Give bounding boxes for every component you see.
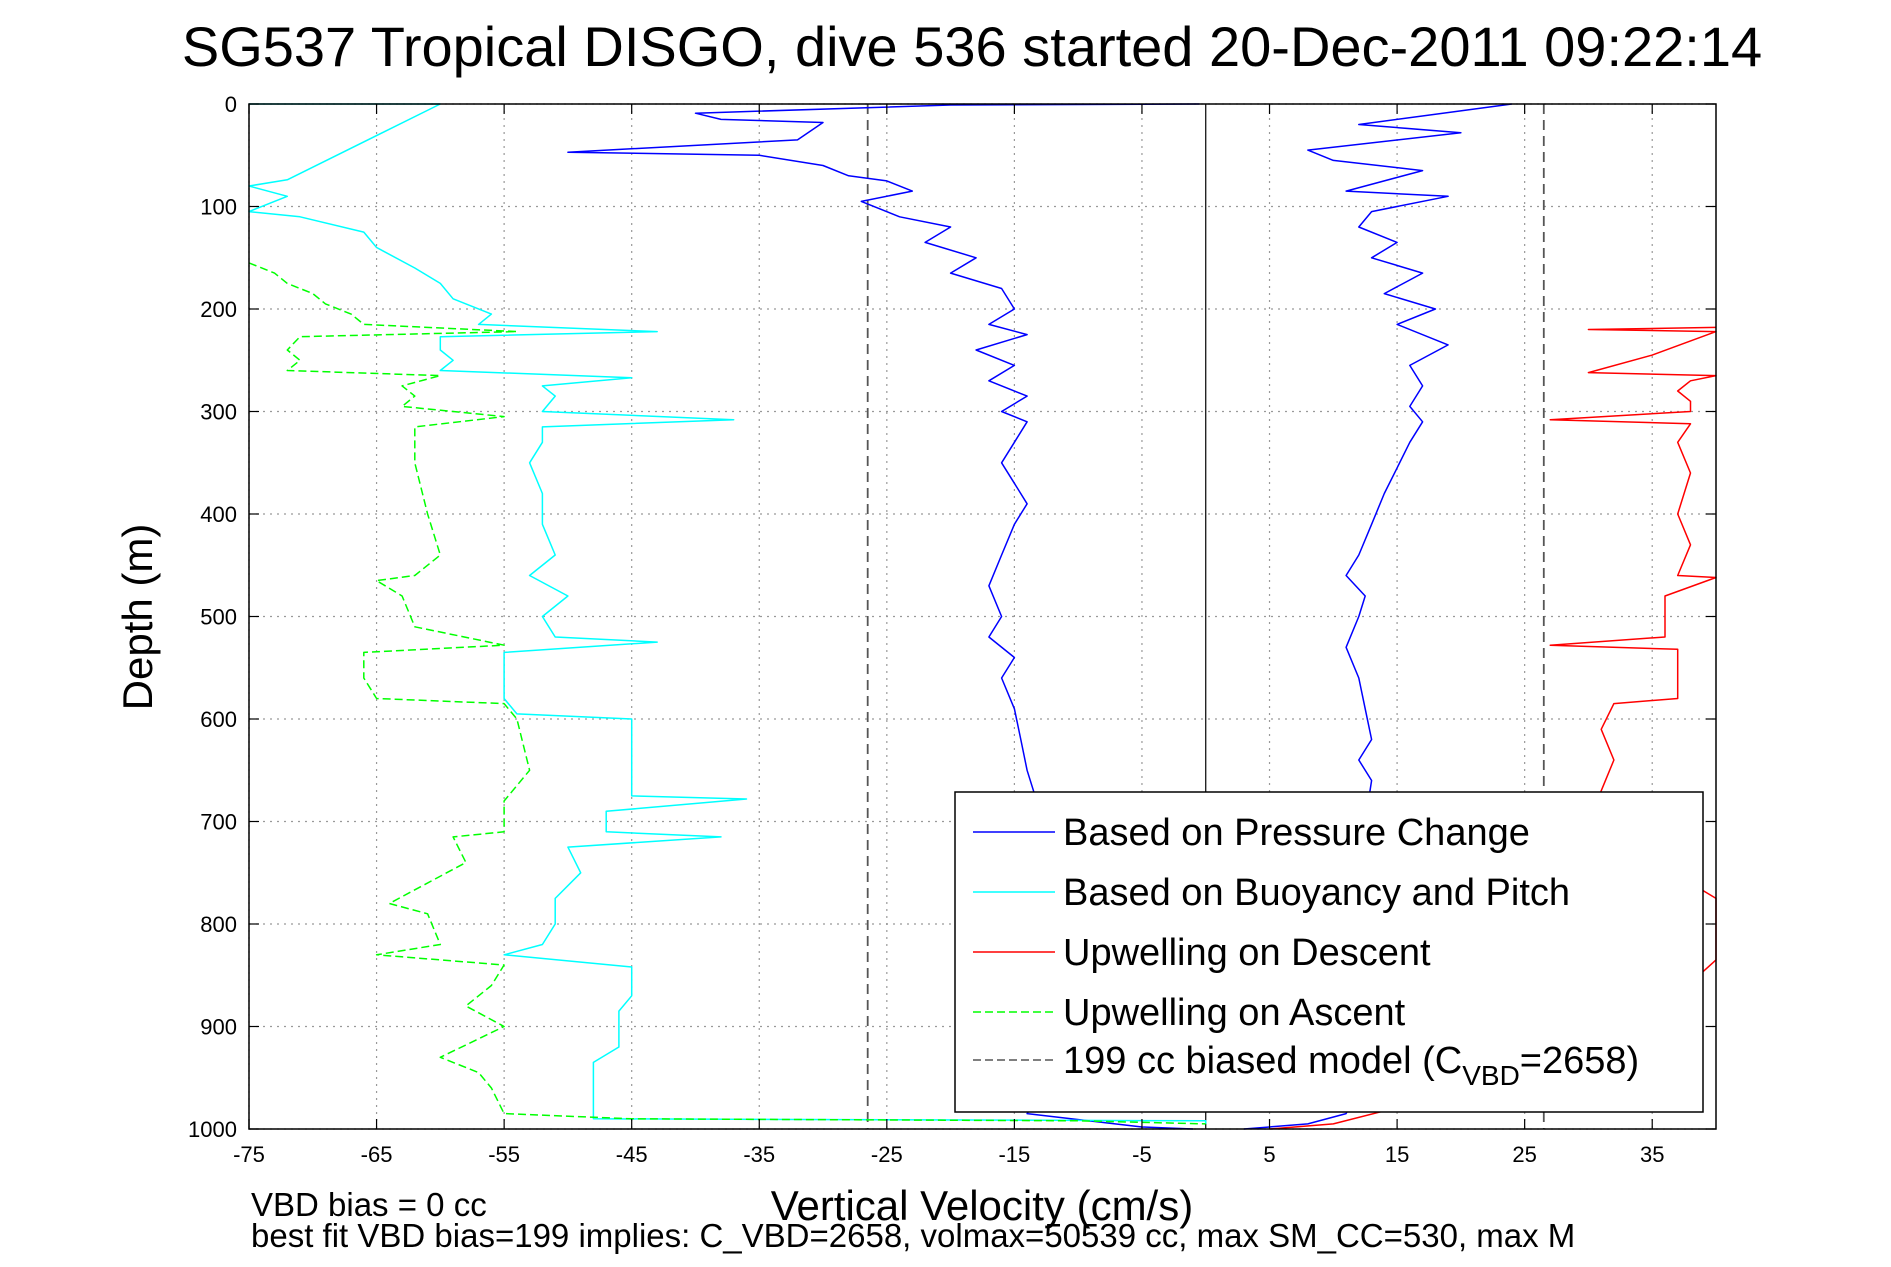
x-tick-label-3: -45	[616, 1142, 648, 1167]
legend-box	[954, 791, 1704, 1113]
legend-label-0: Based on Pressure Change	[1063, 812, 1530, 854]
x-tick-label-6: -15	[998, 1142, 1030, 1167]
x-tick-label-1: -65	[361, 1142, 393, 1167]
y-tick-label-0: 0	[225, 92, 237, 117]
chart-title: SG537 Tropical DISGO, dive 536 started 2…	[182, 15, 1762, 78]
footer-line-1: VBD bias = 0 cc	[251, 1186, 487, 1223]
y-tick-label-2: 200	[200, 297, 237, 322]
y-tick-label-4: 400	[200, 502, 237, 527]
y-tick-label-6: 600	[200, 707, 237, 732]
x-tick-label-8: 5	[1263, 1142, 1275, 1167]
y-tick-label-5: 500	[200, 605, 237, 630]
y-tick-label-9: 900	[200, 1015, 237, 1040]
series-group	[248, 103, 1717, 1130]
axis-ticks: -75 -65 -55 -45 -35 -25 -15 -5 5 15 25 350100200300…	[188, 92, 1716, 1167]
x-tick-label-11: 35	[1640, 1142, 1664, 1167]
x-tick-label-2: -55	[488, 1142, 520, 1167]
x-tick-label-10: 25	[1512, 1142, 1536, 1167]
legend-label-4: 199 cc biased model (CVBD=2658)	[1063, 1040, 1639, 1091]
y-tick-label-8: 800	[200, 912, 237, 937]
y-tick-label-1: 100	[200, 195, 237, 220]
y-axis-label: Depth (m)	[114, 524, 161, 711]
x-tick-label-0: -75	[233, 1142, 265, 1167]
y-tick-label-10: 1000	[188, 1117, 237, 1142]
x-tick-label-7: -5	[1132, 1142, 1152, 1167]
y-tick-label-3: 300	[200, 400, 237, 425]
x-tick-label-4: -35	[743, 1142, 775, 1167]
series-0-descent-line	[567, 103, 1200, 1130]
legend-label-2: Upwelling on Descent	[1063, 932, 1431, 974]
series-1-profile-line	[248, 103, 1207, 1124]
legend-label-3: Upwelling on Ascent	[1063, 992, 1406, 1034]
footer-line-2: best fit VBD bias=199 implies: C_VBD=265…	[251, 1217, 1575, 1254]
legend: Based on Pressure Change Based on Buoyanc…	[954, 791, 1704, 1113]
series-3-profile-line	[248, 262, 1206, 1125]
x-axis-label: Vertical Velocity (cm/s)	[771, 1182, 1193, 1229]
x-tick-label-9: 15	[1385, 1142, 1409, 1167]
y-tick-label-7: 700	[200, 810, 237, 835]
x-tick-label-5: -25	[871, 1142, 903, 1167]
legend-label-1: Based on Buoyancy and Pitch	[1063, 872, 1570, 914]
